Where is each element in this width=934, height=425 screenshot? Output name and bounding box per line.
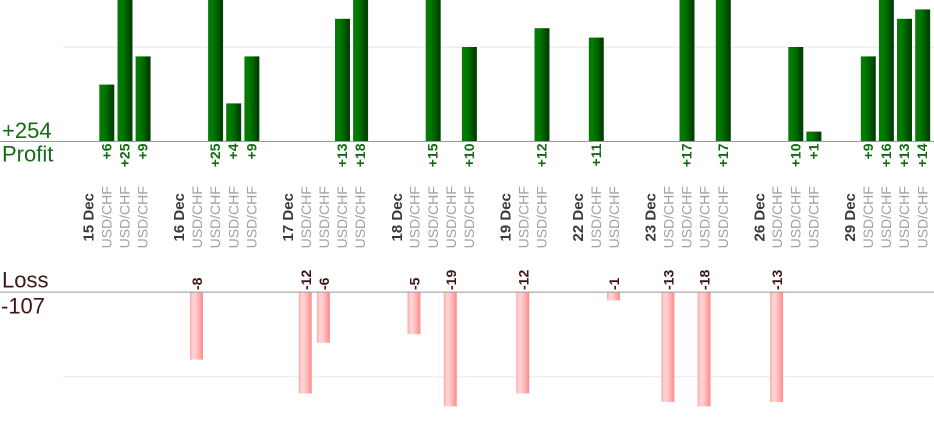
svg-text:USD/CHF: USD/CHF — [606, 186, 622, 248]
svg-text:+12: +12 — [534, 143, 550, 167]
svg-text:-18: -18 — [697, 270, 713, 290]
svg-text:USD/CHF: USD/CHF — [189, 186, 205, 248]
svg-text:USD/CHF: USD/CHF — [135, 186, 151, 248]
svg-text:-13: -13 — [769, 270, 785, 290]
svg-text:19 Dec: 19 Dec — [498, 193, 515, 241]
svg-text:USD/CHF: USD/CHF — [316, 186, 332, 248]
svg-text:+13: +13 — [334, 143, 350, 167]
svg-text:USD/CHF: USD/CHF — [878, 186, 894, 248]
svg-text:+254: +254 — [2, 118, 52, 143]
svg-text:26 Dec: 26 Dec — [751, 193, 768, 241]
svg-text:USD/CHF: USD/CHF — [515, 186, 531, 248]
svg-text:USD/CHF: USD/CHF — [98, 186, 114, 248]
svg-text:22 Dec: 22 Dec — [570, 193, 587, 241]
svg-text:-13: -13 — [660, 270, 676, 290]
svg-text:USD/CHF: USD/CHF — [860, 186, 876, 248]
svg-text:USD/CHF: USD/CHF — [443, 186, 459, 248]
svg-text:USD/CHF: USD/CHF — [207, 186, 223, 248]
svg-text:-12: -12 — [515, 270, 531, 290]
svg-text:USD/CHF: USD/CHF — [461, 186, 477, 248]
svg-text:23 Dec: 23 Dec — [643, 193, 660, 241]
svg-text:17 Dec: 17 Dec — [280, 193, 297, 241]
svg-text:-6: -6 — [316, 277, 332, 290]
svg-text:+9: +9 — [135, 143, 151, 159]
svg-text:USD/CHF: USD/CHF — [896, 186, 912, 248]
svg-text:USD/CHF: USD/CHF — [661, 186, 677, 248]
svg-text:18 Dec: 18 Dec — [389, 193, 406, 241]
svg-text:+10: +10 — [461, 143, 477, 167]
svg-text:-1: -1 — [606, 277, 622, 290]
svg-text:+16: +16 — [878, 143, 894, 167]
svg-text:+18: +18 — [352, 143, 368, 167]
svg-text:USD/CHF: USD/CHF — [679, 186, 695, 248]
svg-text:USD/CHF: USD/CHF — [914, 186, 930, 248]
svg-text:+13: +13 — [896, 143, 912, 167]
svg-text:USD/CHF: USD/CHF — [715, 186, 731, 248]
svg-text:Loss: Loss — [2, 267, 48, 292]
svg-text:+1: +1 — [805, 143, 821, 159]
svg-text:-5: -5 — [407, 277, 423, 290]
svg-text:-107: -107 — [1, 294, 45, 319]
svg-text:USD/CHF: USD/CHF — [298, 186, 314, 248]
svg-text:29 Dec: 29 Dec — [842, 193, 859, 241]
svg-text:+9: +9 — [243, 143, 259, 159]
svg-text:USD/CHF: USD/CHF — [534, 186, 550, 248]
svg-text:Profit: Profit — [2, 141, 53, 166]
svg-text:+17: +17 — [715, 143, 731, 167]
svg-text:USD/CHF: USD/CHF — [787, 186, 803, 248]
svg-text:USD/CHF: USD/CHF — [425, 186, 441, 248]
svg-text:+17: +17 — [679, 143, 695, 167]
svg-text:-19: -19 — [443, 270, 459, 290]
svg-text:USD/CHF: USD/CHF — [769, 186, 785, 248]
svg-text:USD/CHF: USD/CHF — [225, 186, 241, 248]
svg-text:+15: +15 — [425, 143, 441, 167]
svg-text:-12: -12 — [298, 270, 314, 290]
svg-text:USD/CHF: USD/CHF — [334, 186, 350, 248]
svg-text:USD/CHF: USD/CHF — [352, 186, 368, 248]
svg-text:USD/CHF: USD/CHF — [407, 186, 423, 248]
svg-text:+4: +4 — [225, 143, 241, 159]
svg-text:15 Dec: 15 Dec — [81, 193, 98, 241]
svg-text:+9: +9 — [860, 143, 876, 159]
svg-text:-8: -8 — [189, 277, 205, 290]
svg-text:+6: +6 — [98, 143, 114, 159]
svg-text:USD/CHF: USD/CHF — [244, 186, 260, 248]
svg-text:USD/CHF: USD/CHF — [588, 186, 604, 248]
svg-text:+11: +11 — [588, 143, 604, 166]
svg-text:+14: +14 — [914, 143, 930, 167]
svg-text:USD/CHF: USD/CHF — [806, 186, 822, 248]
svg-text:16 Dec: 16 Dec — [171, 193, 188, 241]
svg-text:+25: +25 — [207, 143, 223, 167]
svg-text:USD/CHF: USD/CHF — [117, 186, 133, 248]
svg-text:+25: +25 — [117, 143, 133, 167]
svg-text:+10: +10 — [787, 143, 803, 167]
svg-text:USD/CHF: USD/CHF — [697, 186, 713, 248]
